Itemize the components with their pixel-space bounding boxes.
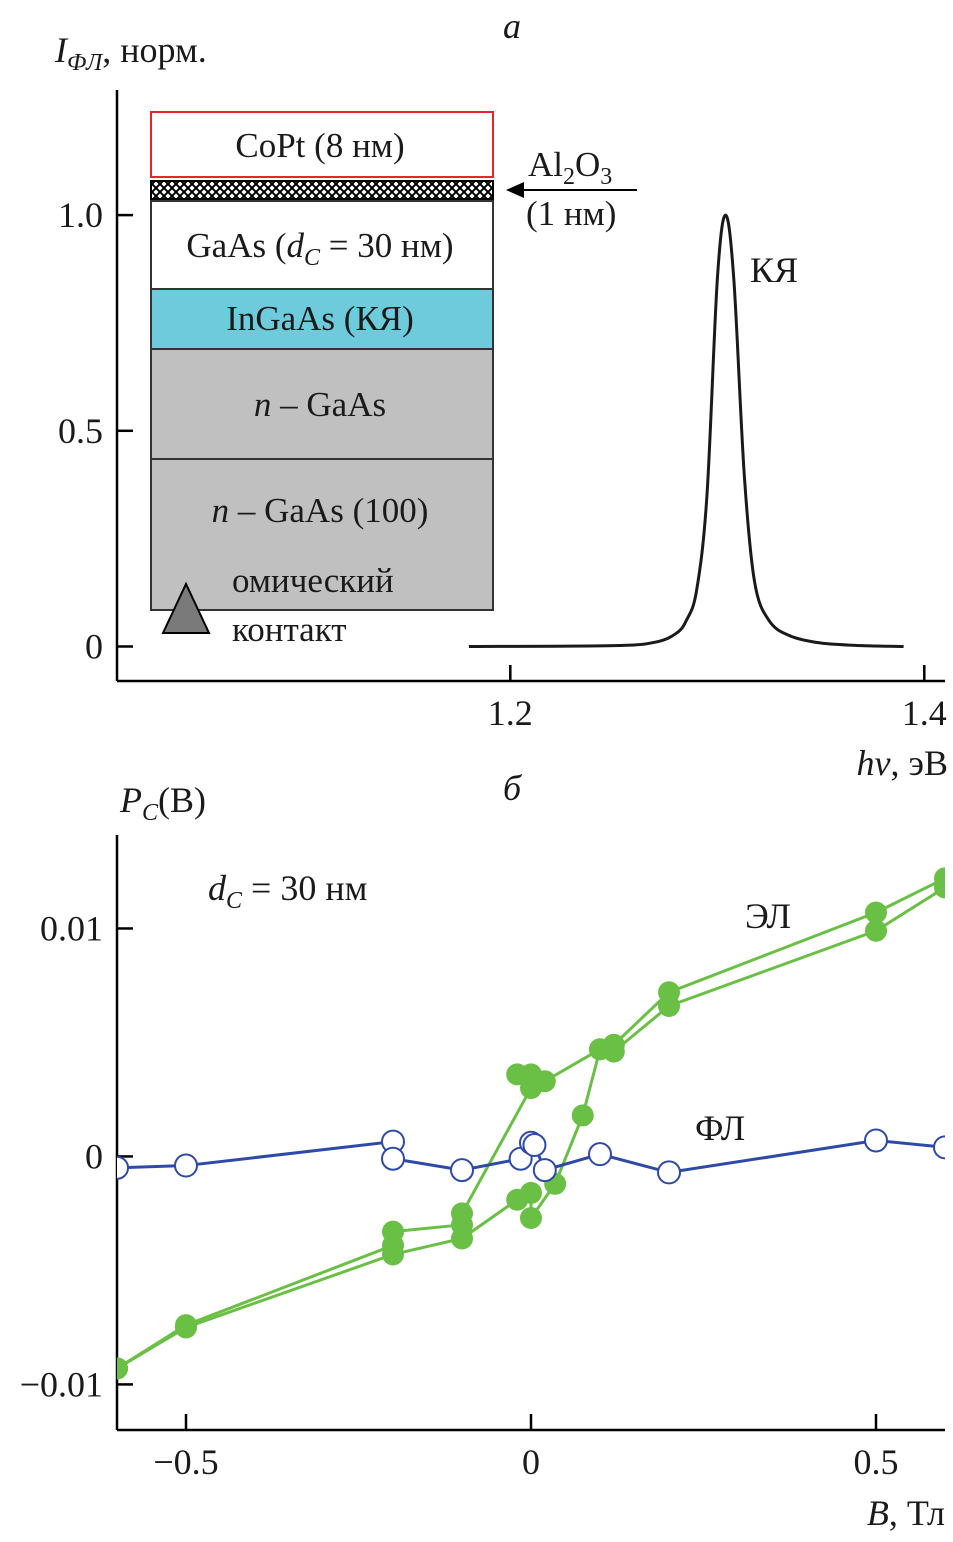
layer-copt-label: CoPt (8 нм) bbox=[235, 126, 404, 165]
contact-label-1: омический bbox=[232, 561, 394, 600]
ohmic-contact-icon bbox=[161, 581, 211, 634]
x-tick-label: −0.5 bbox=[153, 1442, 218, 1482]
pl-data-point bbox=[450, 1158, 474, 1183]
layer-substrate-label: n – GaAs (100) bbox=[212, 491, 429, 530]
layer-gaas-cap-label: GaAs (dC = 30 нм) bbox=[186, 226, 453, 271]
al2o3-label: Al2O3 bbox=[528, 145, 612, 190]
layer-al2o3 bbox=[150, 180, 494, 200]
layer-n-gaas-substrate bbox=[150, 458, 494, 611]
panel-a-label: а bbox=[503, 6, 521, 46]
pl-data-point bbox=[117, 1155, 129, 1180]
qw-peak-label: КЯ bbox=[750, 250, 798, 290]
el-data-point bbox=[520, 1181, 542, 1204]
el-data-point bbox=[865, 919, 887, 942]
panel-b: б PC(B) −0.5 0 0.5 −0.01 0 0.01 dC = 30 нм ЭЛ… bbox=[20, 768, 945, 1533]
y-tick-label: −0.01 bbox=[20, 1364, 103, 1404]
el-data-point bbox=[520, 1206, 542, 1229]
y-axis-label-a: IФЛ, норм. bbox=[54, 30, 207, 76]
y-tick-label: 0.5 bbox=[58, 411, 103, 451]
arrow-head-icon bbox=[506, 182, 524, 198]
el-data-point bbox=[589, 1038, 611, 1061]
contact-label-2: контакт bbox=[232, 610, 347, 649]
x-axis-label-a: hν, эВ bbox=[857, 743, 948, 783]
x-tick-label: 0.5 bbox=[854, 1442, 899, 1482]
pl-data-point bbox=[657, 1160, 681, 1185]
al2o3-thickness: (1 нм) bbox=[526, 194, 616, 233]
y-tick-label: 0 bbox=[85, 626, 103, 666]
el-series-label: ЭЛ bbox=[745, 896, 791, 936]
y-tick-label: 0 bbox=[85, 1136, 103, 1176]
pl-series-label: ФЛ bbox=[695, 1108, 745, 1148]
thickness-annotation: dC = 30 нм bbox=[208, 868, 367, 914]
pl-data-point bbox=[522, 1133, 547, 1158]
el-data-point bbox=[506, 1063, 529, 1086]
el-data-point bbox=[865, 901, 887, 924]
panel-a: а IФЛ, норм. 1.2 1.4 0 0.5 1.0 CoPt (8 нм) G… bbox=[54, 6, 948, 783]
pl-data-point bbox=[381, 1146, 405, 1171]
el-branch-0-line bbox=[117, 886, 945, 1370]
pl-data-point bbox=[864, 1128, 888, 1153]
el-data-point bbox=[117, 1357, 128, 1380]
panel-b-label: б bbox=[503, 768, 523, 808]
layer-ingaas-qw bbox=[150, 288, 494, 350]
pl-data-point bbox=[532, 1158, 557, 1183]
pl-data-point bbox=[588, 1142, 612, 1167]
el-data-point bbox=[175, 1314, 197, 1337]
x-axis-label-b: B, Тл bbox=[867, 1493, 945, 1533]
layer-ingaas-label: InGaAs (КЯ) bbox=[226, 299, 414, 338]
x-tick-label: 1.4 bbox=[902, 693, 947, 733]
x-tick-label: 1.2 bbox=[488, 693, 533, 733]
el-data-point bbox=[382, 1234, 404, 1257]
layer-stack-inset: CoPt (8 нм) GaAs (dC = 30 нм) InGaAs (КЯ… bbox=[150, 111, 637, 649]
pl-spectrum-line bbox=[468, 213, 904, 648]
y-axis-label-b: PC(B) bbox=[119, 780, 206, 826]
pl-data-point bbox=[933, 1135, 945, 1160]
el-data-point bbox=[934, 867, 945, 890]
el-data-point bbox=[571, 1104, 594, 1127]
y-tick-label: 0.01 bbox=[40, 908, 103, 948]
layer-gaas-cap bbox=[150, 200, 494, 290]
layer-copt bbox=[150, 111, 494, 178]
layer-n-gaas-label: n – GaAs bbox=[254, 385, 386, 424]
el-data-point bbox=[520, 1077, 542, 1100]
pl-data-point bbox=[174, 1153, 198, 1178]
x-tick-label: 0 bbox=[522, 1442, 540, 1482]
el-data-point bbox=[658, 981, 680, 1004]
el-data-point bbox=[451, 1213, 473, 1236]
layer-n-gaas bbox=[150, 348, 494, 460]
y-tick-label: 1.0 bbox=[58, 195, 103, 235]
